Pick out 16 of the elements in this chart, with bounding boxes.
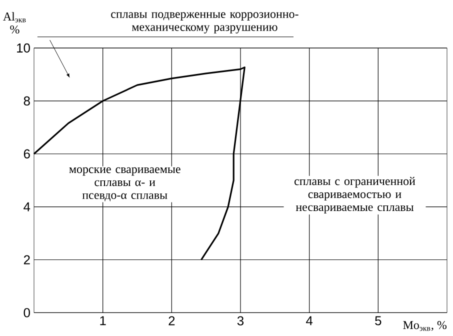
x-tick-label: 2 bbox=[168, 316, 175, 326]
y-tick-label: 4 bbox=[24, 202, 30, 212]
y-tick-label: 8 bbox=[24, 96, 30, 106]
annotation: сплавы с ограниченной свариваемостью и несвариваемые сплавы bbox=[294, 176, 416, 214]
y-tick-label: 10 bbox=[17, 43, 30, 53]
y-tick-label: 6 bbox=[24, 149, 30, 158]
x-tick-label: 5 bbox=[375, 316, 382, 326]
x-axis-title: Mo$_{экв}$, % bbox=[403, 321, 447, 331]
y-tick-label: 0 bbox=[24, 308, 30, 318]
annotation: морские свариваемые сплавы α- и псевдо-α сплавы bbox=[69, 167, 180, 202]
text: сплавы подверженные коррозионно-механическому разрушению bbox=[111, 12, 298, 34]
x-tick-label: 3 bbox=[237, 316, 244, 326]
y-tick-label: 2 bbox=[24, 255, 30, 264]
x-tick-label: 4 bbox=[306, 316, 313, 326]
x-tick-label: 1 bbox=[100, 316, 106, 326]
y-axis-title: Al$_{экв}$ % bbox=[3, 12, 26, 34]
